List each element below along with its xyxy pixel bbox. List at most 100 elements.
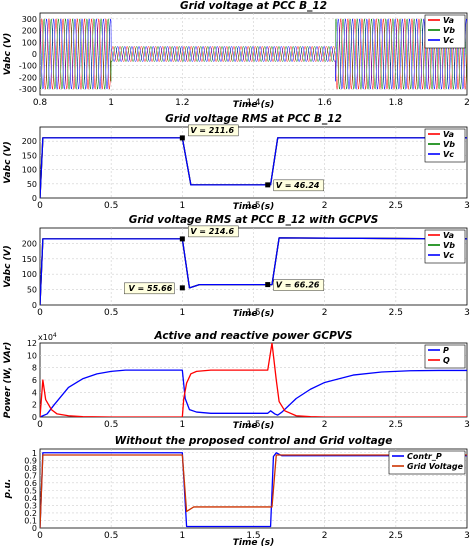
data-tip-box <box>188 124 239 137</box>
y-tick-label: 0.4 <box>24 494 37 503</box>
series-line-vc <box>40 237 467 305</box>
y-tick-label: -100 <box>19 62 37 71</box>
data-tip-marker <box>265 182 271 188</box>
y-tick-label: -200 <box>19 73 37 82</box>
legend-entry: P <box>443 346 449 355</box>
y-tick-label: 0.8 <box>24 464 37 473</box>
data-tip-marker <box>179 135 185 141</box>
y-tick-label: 0 <box>32 301 37 310</box>
x-axis-label: Time (s) <box>233 421 274 431</box>
x-tick-label: 2.5 <box>389 531 403 541</box>
data-tip-label: V = 66.26 <box>276 281 320 290</box>
y-tick-label: 50 <box>27 180 37 189</box>
series-line-grid-voltage <box>40 454 467 528</box>
data-tip-label: V = 211.6 <box>190 126 234 135</box>
x-tick-label: 1 <box>179 531 185 541</box>
y-tick-label: 8 <box>32 364 37 373</box>
y-axis-label: Vabc (V) <box>3 245 13 287</box>
x-tick-label: 2 <box>322 420 328 430</box>
y-multiplier-label: x104 <box>38 332 57 342</box>
x-tick-label: 1 <box>179 420 185 430</box>
series-line-p <box>40 369 467 417</box>
x-tick-label: 2.5 <box>389 308 403 318</box>
x-tick-label: 0.5 <box>104 531 118 541</box>
x-tick-label: 3 <box>464 531 470 541</box>
chart-title: Grid voltage at PCC B_12 <box>180 0 327 12</box>
y-tick-label: 0.3 <box>24 501 37 510</box>
y-tick-label: 10 <box>27 351 37 360</box>
x-tick-label: 0.5 <box>104 420 118 430</box>
data-tip-box <box>273 179 324 192</box>
x-tick-label: 0.5 <box>104 201 118 211</box>
x-tick-label: 0 <box>37 201 43 211</box>
data-tip-marker <box>179 285 185 291</box>
legend-entry: Vb <box>443 140 455 149</box>
y-tick-label: 2 <box>32 401 37 410</box>
y-tick-label: 100 <box>22 166 37 175</box>
series-line-vc <box>40 18 467 90</box>
legend-entry: Q <box>443 356 450 365</box>
y-axis-label: Power (W, VAr) <box>3 342 13 418</box>
y-tick-label: 0.5 <box>24 486 37 495</box>
x-tick-label: 1.5 <box>246 201 260 211</box>
legend-entry: Contr_P <box>407 452 442 461</box>
series-line-vb <box>40 18 467 90</box>
x-tick-label: 1.5 <box>246 308 260 318</box>
x-axis-label: Time (s) <box>233 309 274 319</box>
data-tip-box <box>188 225 239 238</box>
y-tick-label: 0.1 <box>24 516 37 525</box>
y-tick-label: 200 <box>22 27 37 36</box>
y-tick-label: 6 <box>32 376 37 385</box>
x-tick-label: 1.8 <box>389 98 404 108</box>
series-group <box>40 18 467 90</box>
x-tick-label: 2 <box>322 531 328 541</box>
x-axis-label: Time (s) <box>233 100 274 110</box>
data-tip-box <box>124 282 175 295</box>
y-tick-label: 1 <box>32 449 37 458</box>
data-tip-marker <box>265 282 271 288</box>
chart-title: Without the proposed control and Grid vo… <box>115 435 393 447</box>
panel-5: 0 0.5 1 1.5 2 2.5 310.90.80.70.60.50.40.30.20.… <box>3 435 470 548</box>
y-tick-label: 200 <box>22 137 37 146</box>
series-group <box>40 137 467 198</box>
series-line-contr_p <box>40 452 467 528</box>
x-tick-label: 2 <box>322 308 328 318</box>
y-axis-label: Vabc (V) <box>3 33 13 75</box>
x-tick-label: 1.5 <box>246 531 260 541</box>
series-group <box>40 237 467 305</box>
x-tick-label: 1 <box>179 201 185 211</box>
y-tick-label: 0 <box>32 50 37 59</box>
legend-entry: Grid Voltage <box>407 462 464 471</box>
x-tick-label: 0 <box>37 308 43 318</box>
x-tick-label: 1.6 <box>318 98 333 108</box>
legend-entry: Vc <box>443 251 454 260</box>
series-group <box>40 343 467 417</box>
x-tick-label: 1.2 <box>175 98 189 108</box>
x-tick-label: 3 <box>464 201 470 211</box>
legend-entry: Va <box>443 16 454 25</box>
data-tip-marker <box>179 236 185 242</box>
x-tick-label: 2 <box>464 98 470 108</box>
chart-title: Grid voltage RMS at PCC B_12 with GCPVS <box>129 214 379 226</box>
y-tick-label: 0.2 <box>24 509 37 518</box>
y-tick-label: 0 <box>32 413 37 422</box>
panel-3: 0 0.5 1 1.5 2 2.5 3 200 150 100 50 0 Grid voltage RM… <box>3 214 470 319</box>
y-tick-label: 0 <box>32 524 37 533</box>
y-tick-label: 0 <box>32 194 37 203</box>
y-tick-label: 0.7 <box>24 471 37 480</box>
x-tick-label: 0 <box>37 531 43 541</box>
panel-1: 0.8 1 1.2 1.4 1.6 1.8 2 300 200 100 0 -100 -200 -300 G… <box>3 0 470 110</box>
data-tip-label: V = 55.66 <box>129 284 173 293</box>
x-tick-label: 0.8 <box>33 98 48 108</box>
legend: PQ <box>424 344 466 369</box>
series-line-vc <box>40 137 467 198</box>
panel-2: 0 0.5 1 1.5 2 2.5 3 200 150 100 50 0 Grid voltage RM… <box>3 113 470 212</box>
panel-4: 0 0.5 1 1.5 2 2.5 3 12 10 8 6 4 2 0 x104 Active and rea… <box>3 330 470 431</box>
legend-box <box>388 450 466 475</box>
legend-entry: Vb <box>443 26 455 35</box>
series-line-va <box>40 18 467 90</box>
series-line-q <box>40 343 467 417</box>
x-tick-label: 2.5 <box>389 420 403 430</box>
